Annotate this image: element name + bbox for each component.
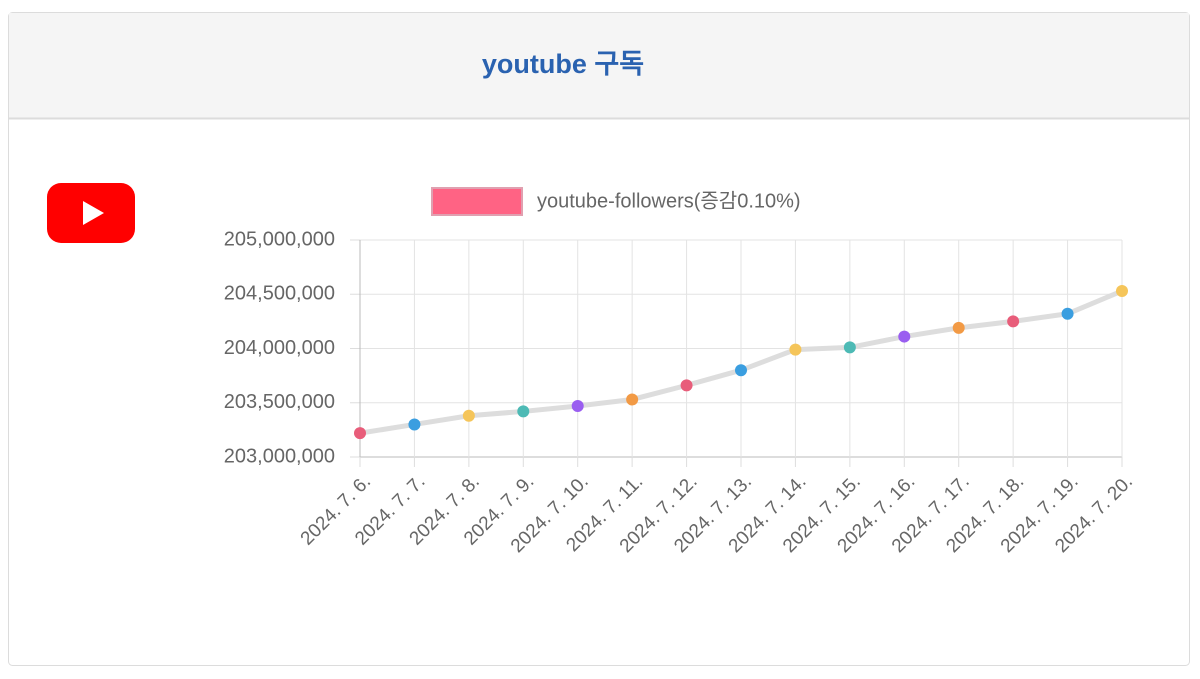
- data-point: [517, 405, 530, 418]
- y-tick-label: 204,000,000: [224, 337, 335, 359]
- y-tick-label: 205,000,000: [224, 228, 335, 250]
- data-point: [354, 427, 366, 440]
- header-title: youtube 구독: [482, 49, 644, 79]
- data-point: [626, 393, 639, 406]
- data-point: [408, 418, 421, 431]
- data-point: [571, 400, 584, 413]
- data-point: [1116, 284, 1128, 297]
- data-point: [735, 364, 747, 377]
- data-point: [843, 341, 856, 354]
- legend-swatch: [431, 187, 523, 216]
- data-point: [680, 379, 693, 392]
- legend-label: youtube-followers(증감0.10%): [537, 189, 801, 212]
- data-point: [1061, 307, 1074, 320]
- y-tick-label: 203,500,000: [224, 391, 335, 413]
- data-point: [1007, 315, 1020, 328]
- y-tick-label: 204,500,000: [224, 283, 335, 305]
- card-border: [8, 12, 1190, 666]
- data-point: [952, 321, 965, 334]
- icon-play: [83, 201, 104, 225]
- data-point: [789, 343, 802, 356]
- data-point: [898, 330, 911, 343]
- youtube-icon: [47, 183, 135, 243]
- y-tick-label: 203,000,000: [224, 445, 335, 467]
- card-header: [9, 13, 1189, 118]
- data-point: [462, 409, 475, 422]
